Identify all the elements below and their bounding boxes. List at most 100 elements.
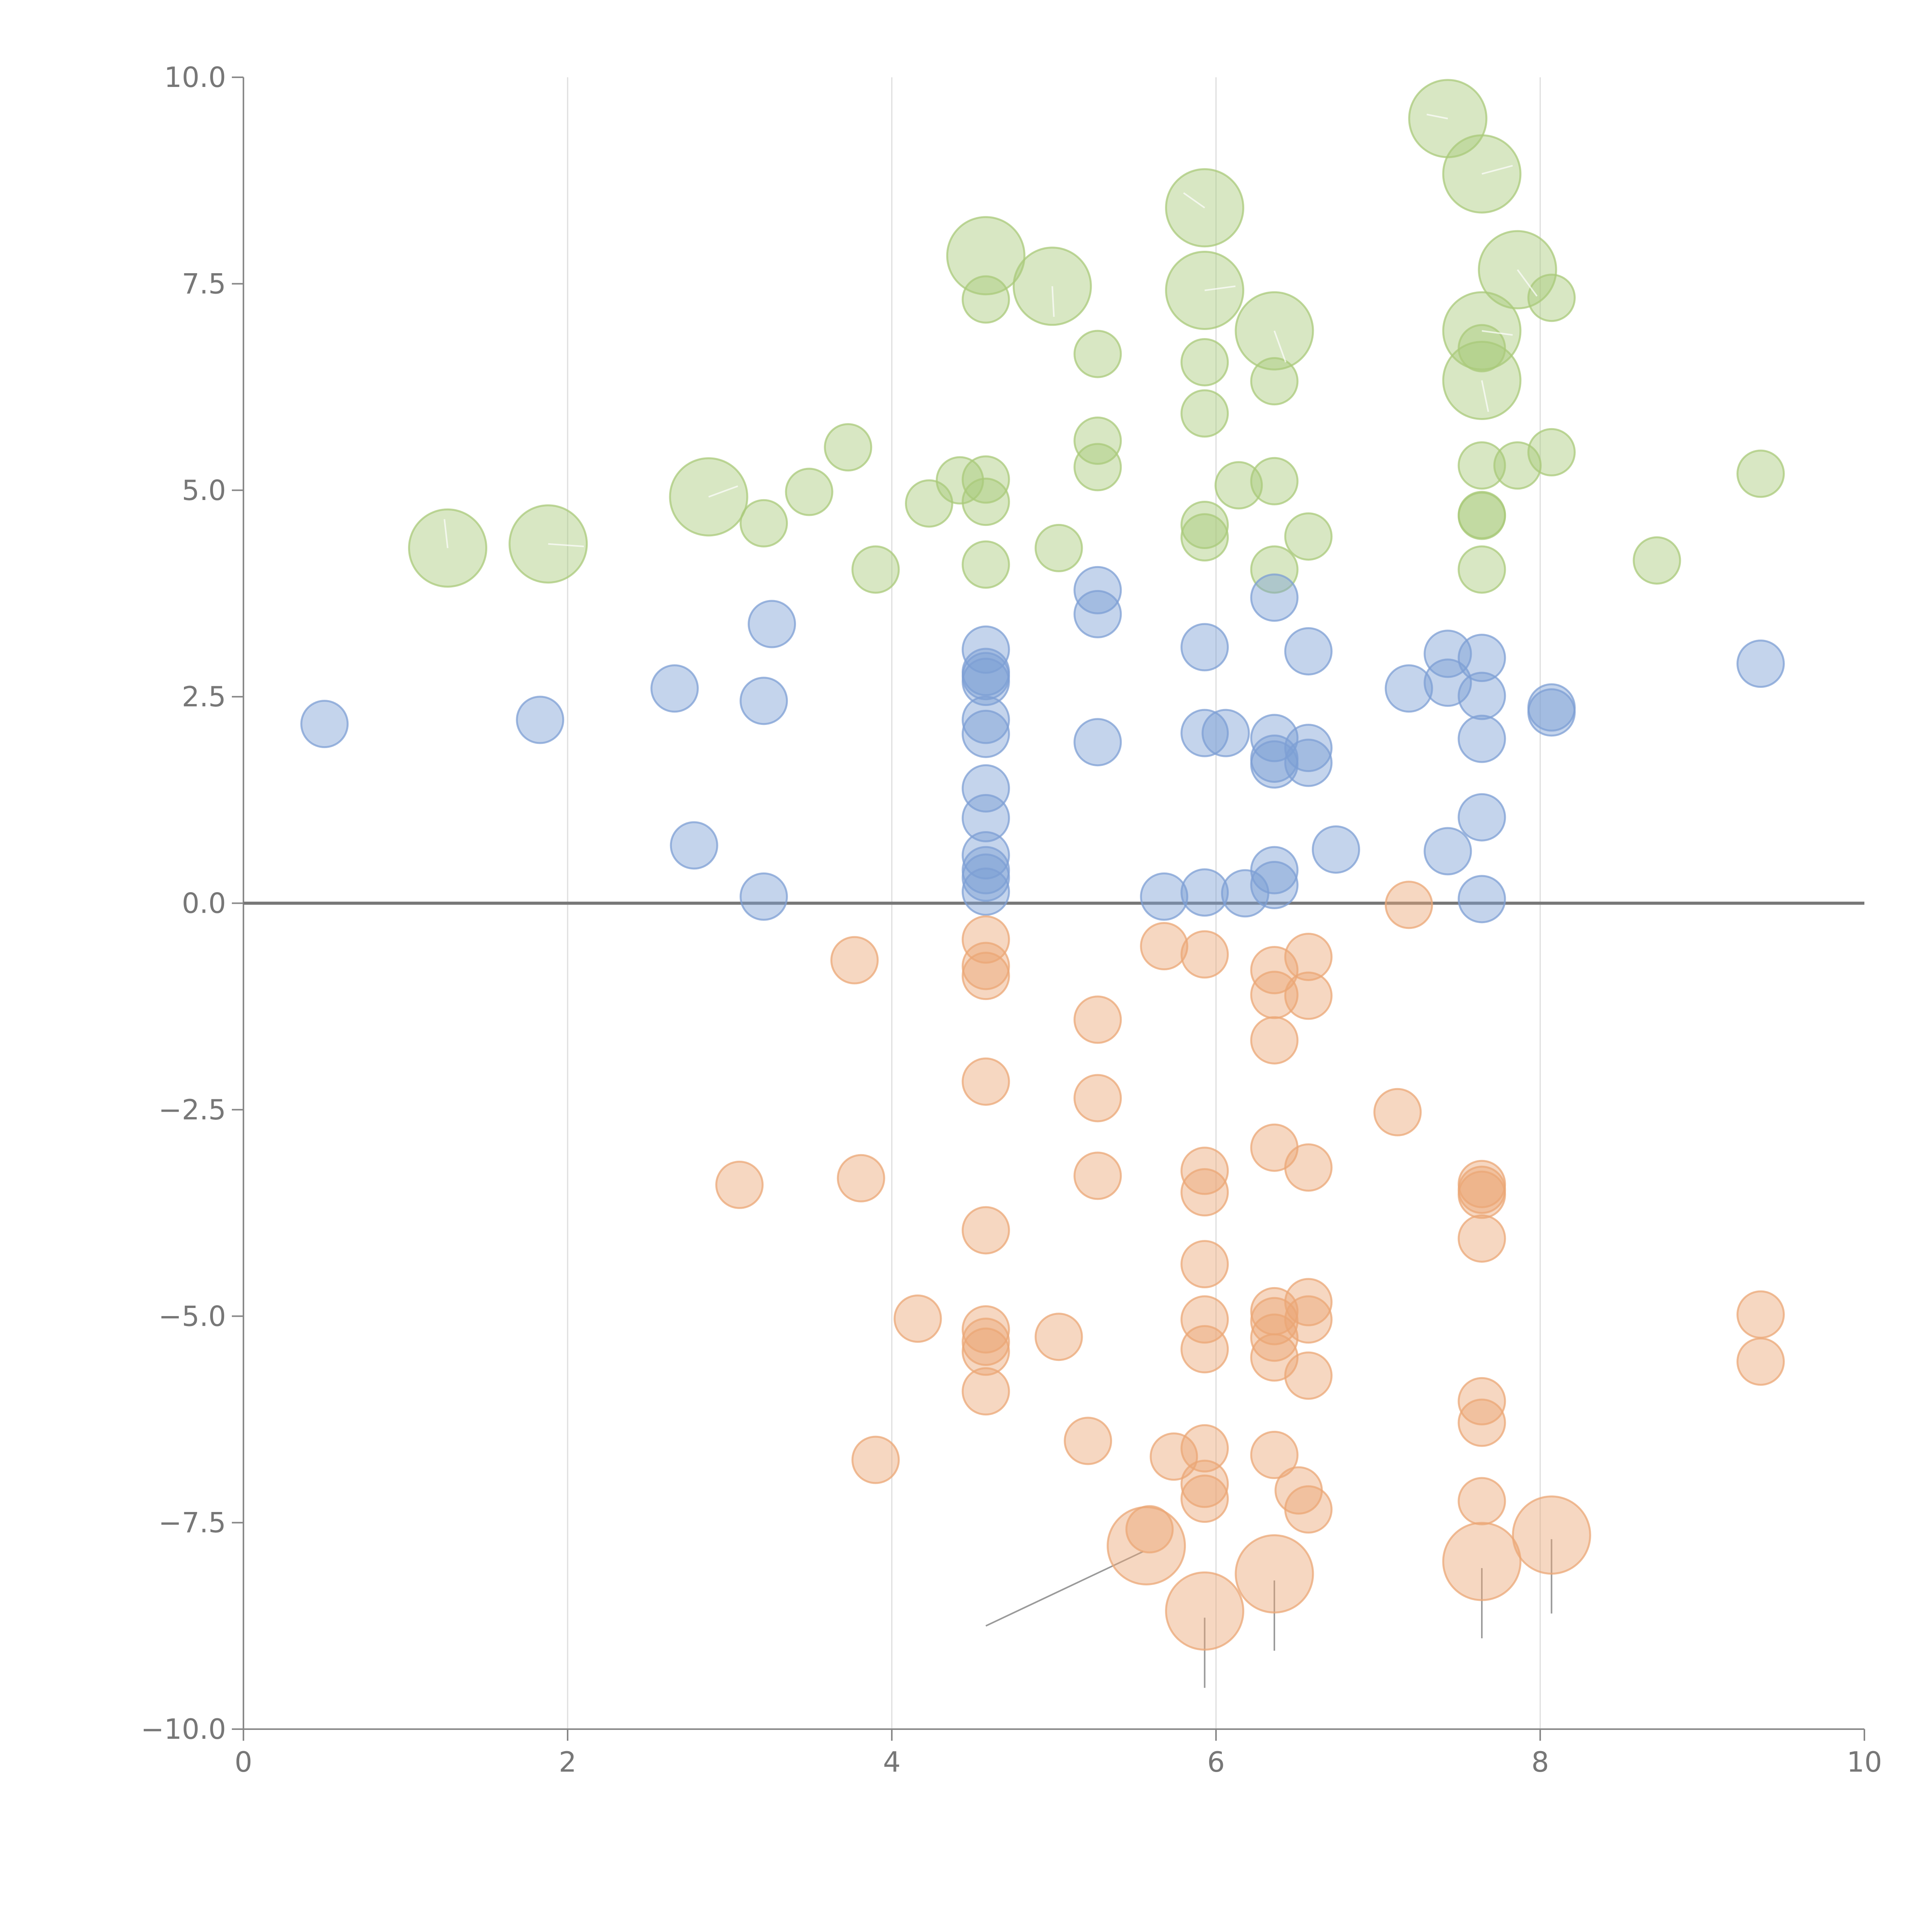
orange-point-28 <box>1180 1325 1229 1374</box>
leader-line-0 <box>985 1551 1144 1627</box>
green-point-16 <box>1073 330 1122 378</box>
orange-point-25 <box>1180 1168 1229 1217</box>
y-tick-label-4: 0.0 <box>182 887 226 920</box>
blue-point-44 <box>1458 714 1506 763</box>
orange-point-56 <box>1458 1214 1506 1263</box>
orange-point-20 <box>1125 1505 1174 1554</box>
blue-point-48 <box>1527 688 1576 737</box>
blue-point-43 <box>1458 672 1506 720</box>
orange-point-21 <box>1140 922 1189 971</box>
orange-point-42 <box>1235 1534 1314 1614</box>
blue-point-26 <box>1201 709 1250 757</box>
green-point-39 <box>1458 545 1506 594</box>
orange-point-62 <box>1736 1290 1785 1339</box>
blue-point-13 <box>961 764 1010 813</box>
blue-point-0 <box>300 700 349 748</box>
leader-lines <box>985 1539 1553 1688</box>
orange-point-6 <box>961 942 1010 990</box>
orange-point-49 <box>1284 1351 1333 1400</box>
orange-point-50 <box>1284 1485 1333 1534</box>
blue-point-45 <box>1458 793 1506 842</box>
blue-point-22 <box>1140 872 1189 921</box>
orange-point-60 <box>1442 1522 1522 1601</box>
green-point-24 <box>1180 513 1229 562</box>
blue-point-2 <box>650 664 699 713</box>
x-tick-label-1: 2 <box>559 1746 577 1778</box>
blue-point-36 <box>1284 738 1333 787</box>
green-point-18 <box>1073 443 1122 492</box>
green-point-28 <box>1250 457 1299 505</box>
orange-point-7 <box>961 952 1010 1000</box>
leader-line-7 <box>708 485 738 498</box>
orange-point-44 <box>1284 932 1333 981</box>
y-tick-label-8: −10.0 <box>141 1713 226 1745</box>
green-point-17 <box>1073 417 1122 465</box>
blue-point-11 <box>961 696 1010 744</box>
orange-point-51 <box>1373 1088 1422 1136</box>
orange-point-61 <box>1512 1495 1591 1575</box>
tick-labels: 10.0 7.5 5.0 2.5 0.0 −2.5 −5.0 −7.5 −10.0 0 2 4 6 8 10 <box>141 61 1882 1778</box>
orange-point-35 <box>1250 1016 1299 1065</box>
blue-point-1 <box>516 696 565 744</box>
orange-point-48 <box>1284 1295 1333 1344</box>
y-tick-label-0: 10.0 <box>164 61 226 94</box>
green-point-42 <box>1527 274 1576 322</box>
blue-point-25 <box>1180 868 1229 917</box>
blue-point-18 <box>961 867 1010 916</box>
orange-point-8 <box>961 1057 1010 1106</box>
orange-point-24 <box>1180 1146 1229 1195</box>
orange-point-47 <box>1284 1278 1333 1327</box>
green-point-38 <box>1458 492 1506 540</box>
orange-point-2 <box>837 1154 885 1202</box>
orange-point-31 <box>1180 1475 1229 1523</box>
orange-point-45 <box>1284 971 1333 1020</box>
y-tick-label-7: −7.5 <box>158 1507 226 1539</box>
orange-point-3 <box>851 1435 900 1484</box>
leader-line-6 <box>548 543 584 548</box>
blue-point-32 <box>1250 846 1299 895</box>
green-point-30 <box>1284 512 1333 561</box>
leader-line-9 <box>1183 192 1205 209</box>
blue-point-49 <box>1736 639 1785 688</box>
orange-point-46 <box>1284 1143 1333 1192</box>
leader-line-8 <box>1051 286 1055 317</box>
green-point-11 <box>961 540 1010 589</box>
x-tick-label-3: 6 <box>1207 1746 1225 1778</box>
x-tick-label-5: 10 <box>1847 1746 1882 1778</box>
orange-point-59 <box>1458 1477 1506 1526</box>
green-point-13 <box>946 216 1026 296</box>
orange-point-16 <box>1073 995 1122 1044</box>
y-tick-label-1: 7.5 <box>182 267 226 300</box>
green-point-44 <box>1633 536 1681 585</box>
green-point-22 <box>1180 389 1229 438</box>
blue-point-24 <box>1180 709 1229 757</box>
blue-point-12 <box>961 709 1010 758</box>
green-point-25 <box>1214 461 1263 510</box>
orange-point-58 <box>1458 1398 1506 1447</box>
green-point-32 <box>1442 134 1522 214</box>
blue-point-42 <box>1458 634 1506 682</box>
orange-point-17 <box>1073 1074 1122 1122</box>
blue-point-21 <box>1073 718 1122 767</box>
blue-point-3 <box>670 821 718 870</box>
green-point-43 <box>1527 428 1576 476</box>
green-point-35 <box>1458 324 1506 372</box>
orange-point-52 <box>1384 881 1433 929</box>
green-point-8 <box>935 456 984 505</box>
leader-line-5 <box>444 519 449 548</box>
green-point-10 <box>961 478 1010 526</box>
leader-line-14 <box>1481 330 1513 336</box>
blue-point-35 <box>1284 724 1333 772</box>
green-point-27 <box>1250 357 1299 406</box>
blue-point-46 <box>1458 875 1506 923</box>
green-point-12 <box>961 275 1010 324</box>
blue-point-33 <box>1250 861 1299 909</box>
orange-point-11 <box>961 1318 1010 1366</box>
orange-point-13 <box>961 1367 1010 1416</box>
blue-point-4 <box>740 677 788 725</box>
y-tick-label-2: 5.0 <box>182 474 226 507</box>
orange-point-14 <box>1034 1313 1083 1361</box>
blue-point-34 <box>1284 627 1333 676</box>
leader-line-11 <box>1274 330 1287 363</box>
